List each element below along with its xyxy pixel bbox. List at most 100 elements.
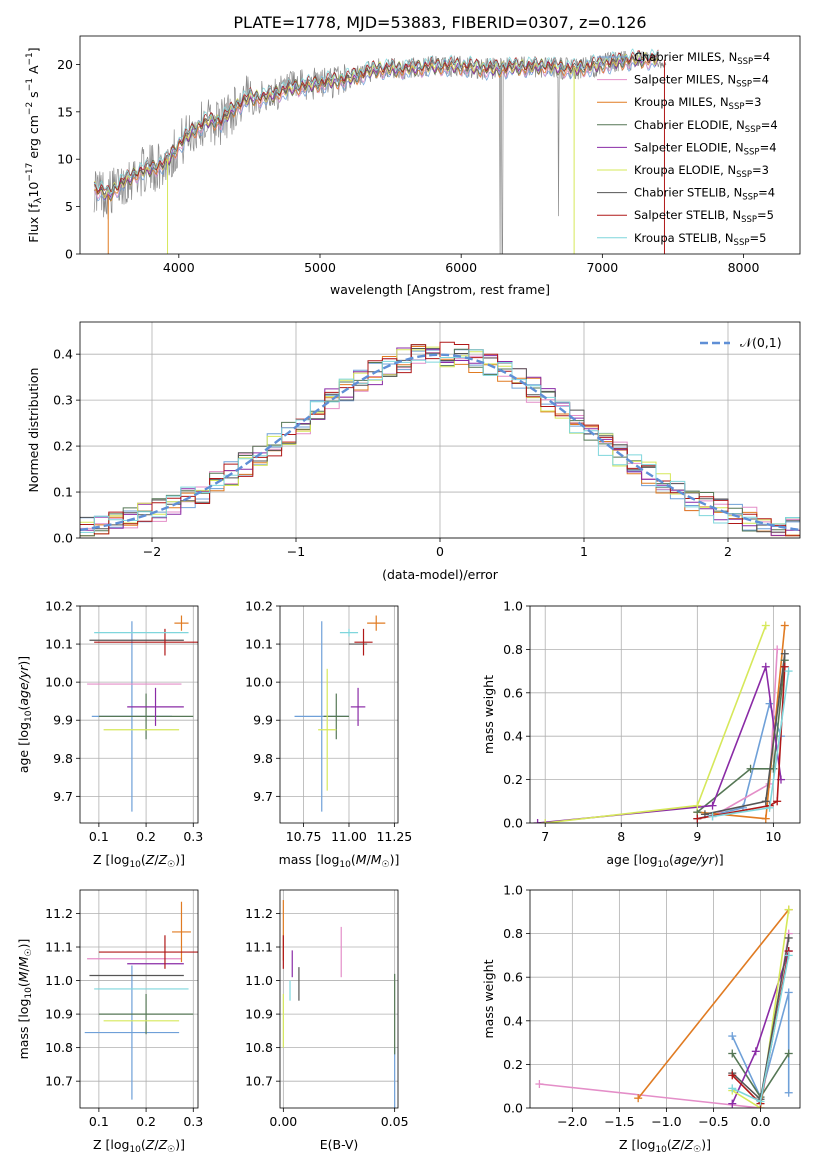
- x-tick-label: 4000: [163, 260, 195, 275]
- legend-label-normal: 𝒩(0,1): [740, 335, 782, 350]
- legend-label-sub: SSP: [737, 57, 753, 67]
- plot-area: [84, 901, 198, 1100]
- axes-frame: [529, 605, 801, 824]
- series-line-chabrier_miles: [731, 992, 790, 1100]
- x-tick-label: 0.05: [381, 1114, 409, 1129]
- legend-label-sub: SSP: [736, 80, 752, 90]
- x-tick-label: 2: [724, 544, 732, 559]
- y-axis-label: mass [log10(M/M☉)]: [16, 939, 34, 1060]
- errorbar-kroupa_miles: [367, 615, 386, 631]
- age-vs-mass-panel: 10.75 11.00 11.25 9.7 9.8 9.9 10.0 10.1 10.2 mass…: [245, 599, 412, 871]
- legend-label-chabrier_elodie: Chabrier ELODIE, NSSP=4: [634, 118, 778, 135]
- errorbar-salpeter_elodie: [127, 687, 184, 726]
- legend-label-sub: SSP: [736, 170, 752, 180]
- x-axis-label-part: E(B-V): [320, 1137, 359, 1152]
- y-tick-label: 0.0: [503, 816, 523, 831]
- point-marker-chabrier_stelib: [780, 649, 789, 658]
- point-marker-kroupa_stelib: [756, 1097, 765, 1106]
- y-axis-label-part: Flux [f: [26, 203, 41, 243]
- legend-label-sub: SSP: [734, 238, 750, 248]
- series-line-salpeter_stelib: [697, 666, 786, 820]
- x-axis-label-part: Z: [158, 1137, 168, 1152]
- x-axis-label-part: )]: [714, 852, 724, 867]
- y-tick-label: 0.2: [503, 1057, 523, 1072]
- y-tick-label: 0.3: [53, 393, 73, 408]
- plot-area: [535, 905, 793, 1108]
- series-line-kroupa_elodie: [731, 909, 790, 1108]
- y-tick-label: 0.8: [503, 642, 523, 657]
- errorbar-salpeter_stelib: [94, 628, 198, 656]
- x-axis-label-part: ☉: [382, 860, 390, 870]
- x-axis-label-part: Z: [145, 1137, 155, 1152]
- point-marker-kroupa_elodie: [784, 905, 793, 914]
- y-tick-label: 9.7: [253, 789, 273, 804]
- x-axis-label-part: ☉: [167, 860, 175, 870]
- y-axis-label-part: mass weight: [481, 675, 496, 754]
- x-axis-label: Z [log10(Z/Z☉)]: [93, 1137, 185, 1155]
- x-axis-label-part: Z: [684, 1137, 694, 1152]
- y-tick-label: 15: [57, 104, 73, 119]
- errorbar-chabrier_elodie: [98, 693, 194, 740]
- point-marker-chabrier_elodie: [784, 1049, 793, 1058]
- model-spectrum-kroupa_stelib: [93, 48, 659, 195]
- x-tick-label: 0.2: [136, 829, 156, 844]
- plot-area: [80, 341, 800, 537]
- x-axis-label-part: )]: [390, 852, 400, 867]
- axes-frame: [79, 889, 199, 1109]
- x-tick-label: −1.0: [651, 1114, 681, 1129]
- legend-label-base: Salpeter MILES, N: [634, 73, 736, 87]
- legend-label-tail: =4: [761, 118, 778, 132]
- errorbar-chabrier_miles: [84, 965, 180, 1100]
- x-axis-label-part: (: [351, 852, 356, 867]
- errorbar-kroupa_elodie: [318, 668, 337, 791]
- series-line-kroupa_elodie: [545, 625, 767, 823]
- legend-label-tail: =3: [744, 95, 761, 109]
- y-axis-label-part: 10: [24, 987, 34, 999]
- spectrum-panel: 4000 5000 6000 7000 8000 0 5 10 15 20 wavelength […: [25, 35, 801, 297]
- y-axis-label-part: 10: [24, 710, 34, 722]
- y-tick-label: 10.2: [245, 599, 273, 614]
- x-tick-label: 9: [693, 829, 701, 844]
- x-tick-label: 6000: [445, 260, 477, 275]
- axes-frame: [529, 889, 801, 1109]
- y-tick-label: 11.2: [245, 906, 273, 921]
- y-axis-label-part: mass [log: [16, 999, 31, 1060]
- x-axis-label: mass [log10(M/M☉)]: [279, 852, 400, 870]
- legend-label-base: Kroupa STELIB, N: [634, 231, 734, 245]
- point-marker-salpeter_elodie: [751, 1047, 760, 1056]
- x-axis-label: Z [log10(Z/Z☉)]: [619, 1137, 711, 1155]
- y-tick-label: 0.2: [503, 772, 523, 787]
- model-spectrum-kroupa_miles: [93, 54, 659, 202]
- x-tick-label: 0.1: [89, 1114, 109, 1129]
- y-tick-label: 11.1: [245, 940, 273, 955]
- point-marker-kroupa_stelib: [728, 1084, 737, 1093]
- y-axis-label-part: mass weight: [481, 959, 496, 1038]
- y-axis-label-part: −1: [25, 52, 35, 65]
- legend-label-sub: SSP: [744, 147, 760, 157]
- x-tick-label: −1: [287, 544, 305, 559]
- y-tick-label: 10.7: [245, 1074, 273, 1089]
- legend-label-tail: =4: [760, 140, 777, 154]
- x-axis-label-part: 10: [339, 860, 351, 870]
- y-tick-label: 10.1: [245, 637, 273, 652]
- legend-label-tail: =5: [749, 231, 766, 245]
- age-vs-Z-panel: 0.1 0.2 0.39.79.89.910.010.110.2Z [log10(Z…: [16, 599, 203, 871]
- y-tick-label: 0.6: [503, 970, 523, 985]
- y-tick-label: 0.4: [503, 1013, 523, 1028]
- point-marker-salpeter_elodie: [533, 819, 542, 823]
- x-tick-label: 0.1: [89, 829, 109, 844]
- point-marker-salpeter_elodie: [728, 1099, 737, 1108]
- y-axis-label: mass weight: [481, 959, 496, 1038]
- y-axis-label-part: s: [26, 91, 41, 102]
- y-tick-label: 10.9: [45, 1007, 73, 1022]
- y-axis-label-part: M: [16, 971, 31, 982]
- point-marker-salpeter_miles: [773, 645, 782, 654]
- x-axis-label-part: /: [367, 852, 372, 867]
- y-axis-label-part: ]: [26, 47, 41, 52]
- y-axis-label: mass weight: [481, 675, 496, 754]
- x-axis-label-part: Z [log: [93, 1137, 129, 1152]
- x-axis-label: age [log10(age/yr)]: [606, 852, 723, 870]
